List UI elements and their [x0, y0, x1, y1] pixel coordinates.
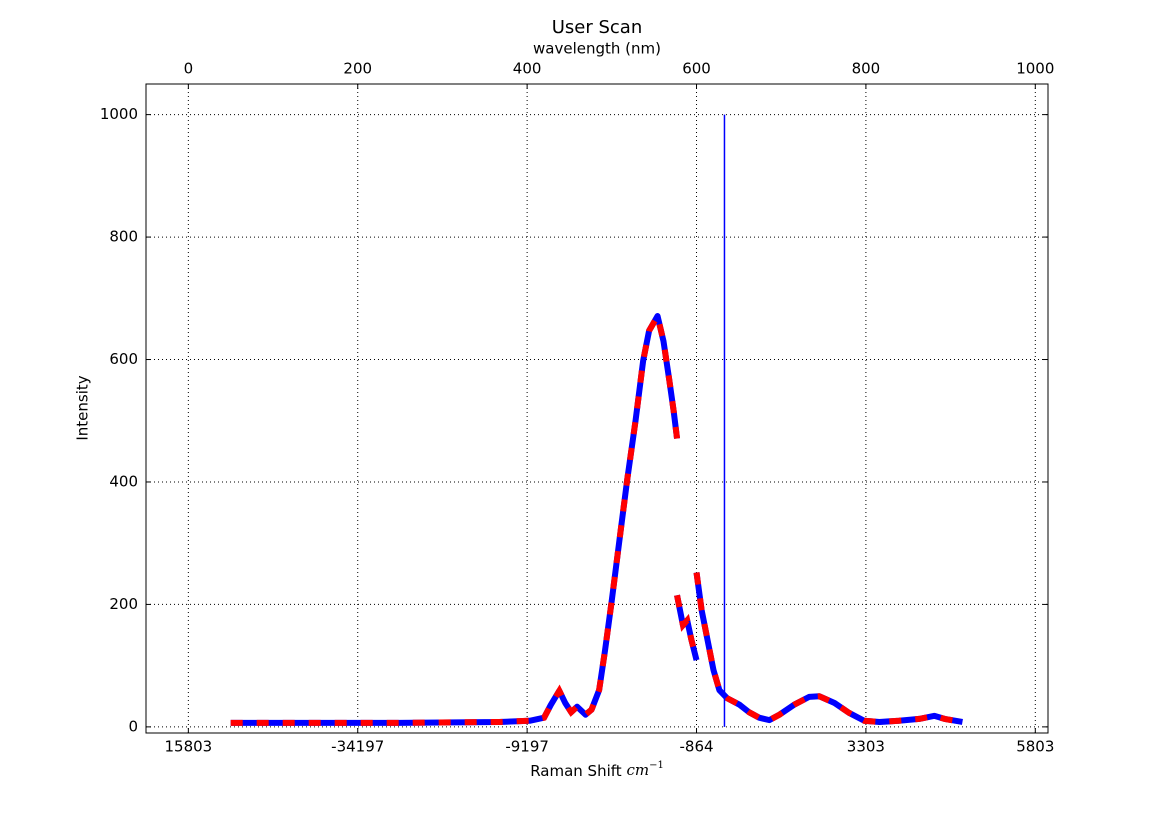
- y-tick-label: 1000: [100, 105, 138, 123]
- plot-frame: [145, 83, 1049, 734]
- spectrum-line-dash: [674, 594, 700, 661]
- y-tick-label: 400: [109, 472, 138, 490]
- y-tick-label: 200: [109, 595, 138, 613]
- x-tick-label: -9197: [505, 738, 549, 756]
- x-axis-exponent: −1: [649, 760, 664, 771]
- x-axis-label-text: Raman Shift: [530, 762, 622, 780]
- spectrum-line-dash: [693, 572, 963, 725]
- y-tick-label: 800: [109, 228, 138, 246]
- top-x-tick-label: 0: [184, 60, 194, 78]
- y-tick-label: 600: [109, 350, 138, 368]
- spectrum-line: [230, 313, 681, 726]
- spectrum-line-dash: [230, 307, 681, 726]
- y-tick-label: 0: [128, 717, 138, 735]
- x-tick-label: 5803: [1016, 738, 1054, 756]
- top-x-tick-label: 800: [852, 60, 881, 78]
- x-tick-label: -34197: [331, 738, 384, 756]
- x-axis-unit: cm: [626, 761, 649, 779]
- top-x-tick-label: 400: [513, 60, 542, 78]
- chart-title: User Scan: [552, 17, 643, 38]
- top-x-axis-label: wavelength (nm): [533, 40, 661, 58]
- x-tick-label: 15803: [164, 738, 212, 756]
- top-x-tick-label: 200: [343, 60, 372, 78]
- top-x-tick-label: 1000: [1016, 60, 1054, 78]
- top-x-tick-label: 600: [682, 60, 711, 78]
- spectrum-line: [693, 572, 963, 725]
- y-axis-label: Intensity: [74, 375, 92, 440]
- x-tick-label: 3303: [847, 738, 885, 756]
- x-tick-label: -864: [679, 738, 713, 756]
- x-axis-label: Raman Shift cm−1: [530, 760, 664, 780]
